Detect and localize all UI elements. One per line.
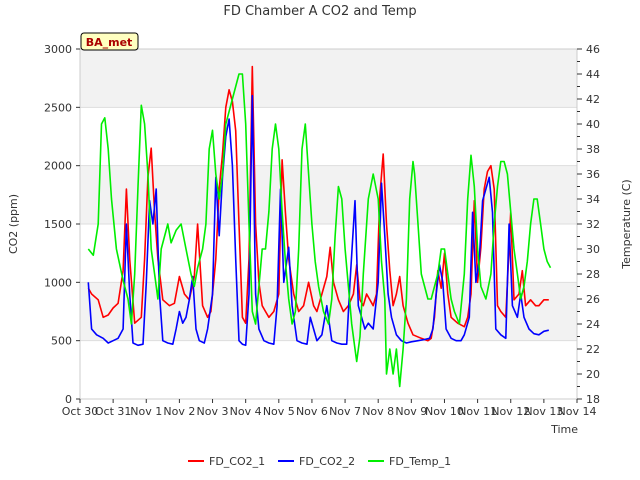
series-line-FD_CO2_1 xyxy=(87,65,549,342)
y-left-tick-label-1: 500 xyxy=(51,335,72,348)
x-tick-label-11: Nov 10 xyxy=(425,405,464,418)
chart-title: FD Chamber A CO2 and Temp xyxy=(223,4,416,19)
y-right-tick-label-12: 42 xyxy=(586,93,600,106)
series-lines xyxy=(87,65,552,388)
x-tick-label-5: Nov 4 xyxy=(230,405,262,418)
y-axis-right-label: Temperature (C) xyxy=(620,179,633,269)
legend-label-FD_Temp_1: FD_Temp_1 xyxy=(389,455,451,468)
background-bands xyxy=(80,49,577,341)
y-right-tick-label-10: 38 xyxy=(586,143,600,156)
legend-entry-FD_CO2_1: FD_CO2_1 xyxy=(188,455,265,468)
series-line-FD_CO2_2 xyxy=(87,94,549,347)
y-right-tick-label-1: 20 xyxy=(586,368,600,381)
site-label-box xyxy=(80,32,139,51)
site-label-text: BA_met xyxy=(86,36,133,49)
y-left-tick-label-0: 0 xyxy=(65,393,72,406)
x-tick-label-1: Oct 31 xyxy=(95,405,132,418)
band-2 xyxy=(80,49,577,108)
y-left-tick-label-6: 3000 xyxy=(44,43,72,56)
y-left-tick-label-2: 1000 xyxy=(44,276,72,289)
legend-label-FD_CO2_1: FD_CO2_1 xyxy=(209,455,265,468)
x-tick-label-8: Nov 7 xyxy=(329,405,361,418)
y-axis-right: 18 20 22 24 26 28 30 32 34 36 38 40 42 44 46 xyxy=(577,43,600,406)
y-right-tick-label-11: 40 xyxy=(586,118,600,131)
x-tick-label-12: Nov 11 xyxy=(458,405,497,418)
x-tick-label-14: Nov 13 xyxy=(524,405,563,418)
y-axis-left-label: CO2 (ppm) xyxy=(7,194,20,254)
y-right-tick-label-8: 34 xyxy=(586,193,600,206)
x-tick-label-15: Nov 14 xyxy=(558,405,597,418)
y-right-tick-label-2: 22 xyxy=(586,343,600,356)
legend: FD_CO2_1 FD_CO2_2 FD_Temp_1 xyxy=(188,455,451,468)
y-right-tick-label-4: 26 xyxy=(586,293,600,306)
y-right-tick-label-5: 28 xyxy=(586,268,600,281)
x-tick-label-10: Nov 9 xyxy=(395,405,427,418)
x-axis-label: Time xyxy=(550,423,578,436)
y-left-tick-label-3: 1500 xyxy=(44,218,72,231)
x-tick-label-7: Nov 6 xyxy=(296,405,328,418)
x-tick-label-0: Oct 30 xyxy=(62,405,99,418)
x-tick-label-3: Nov 2 xyxy=(163,405,195,418)
y-left-tick-label-5: 2500 xyxy=(44,101,72,114)
x-tick-label-6: Nov 5 xyxy=(263,405,295,418)
x-tick-label-13: Nov 12 xyxy=(491,405,530,418)
y-axis-left: 0 500 1000 1500 2000 2500 3000 xyxy=(44,43,80,406)
x-tick-label-9: Nov 8 xyxy=(362,405,394,418)
legend-entry-FD_Temp_1: FD_Temp_1 xyxy=(368,455,451,468)
y-left-tick-label-4: 2000 xyxy=(44,160,72,173)
y-right-tick-label-6: 30 xyxy=(586,243,600,256)
y-right-tick-label-13: 44 xyxy=(586,68,600,81)
y-right-tick-label-3: 24 xyxy=(586,318,600,331)
legend-entry-FD_CO2_2: FD_CO2_2 xyxy=(278,455,355,468)
band-0 xyxy=(80,282,577,341)
legend-label-FD_CO2_2: FD_CO2_2 xyxy=(299,455,355,468)
x-tick-label-2: Nov 1 xyxy=(130,405,162,418)
x-tick-label-4: Nov 3 xyxy=(197,405,229,418)
series-line-FD_Temp_1 xyxy=(87,73,552,388)
y-right-tick-label-14: 46 xyxy=(586,43,600,56)
y-right-tick-label-9: 36 xyxy=(586,168,600,181)
y-right-tick-label-0: 18 xyxy=(586,393,600,406)
y-right-tick-label-7: 32 xyxy=(586,218,600,231)
site-label-badge: BA_met xyxy=(80,32,139,51)
